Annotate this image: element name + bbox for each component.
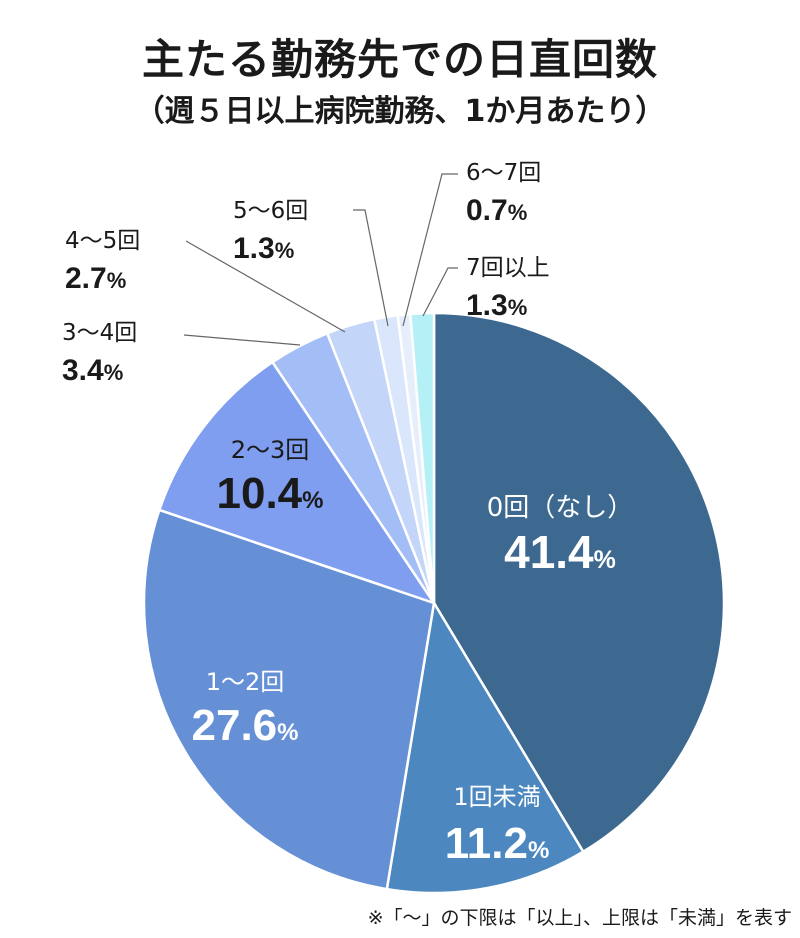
slice-label: 5〜6回 xyxy=(233,198,308,224)
slice-value-label: 10.4% xyxy=(217,469,324,518)
pie-slice xyxy=(432,311,726,854)
slice-value-label: 41.4% xyxy=(504,526,616,578)
leader-line xyxy=(402,173,458,327)
slice-value-label: 2.7% xyxy=(65,262,126,295)
leader-line xyxy=(422,267,458,317)
slice-label: 2〜3回 xyxy=(231,436,310,464)
slice-label: 0回（なし） xyxy=(487,493,634,523)
slice-label: 4〜5回 xyxy=(65,228,140,254)
slice-label: 6〜7回 xyxy=(466,160,541,186)
pie-slice xyxy=(142,508,436,891)
leader-line xyxy=(183,334,301,346)
slice-value-label: 27.6% xyxy=(192,701,299,750)
slice-value-label: 11.2% xyxy=(445,819,550,868)
pie-slice xyxy=(157,360,438,606)
pie-slice xyxy=(385,599,585,895)
slice-value-label: 3.4% xyxy=(62,354,123,387)
slice-label: 3〜4回 xyxy=(62,320,137,346)
slice-label: 1〜2回 xyxy=(206,668,285,696)
slice-value-label: 1.3% xyxy=(233,232,294,265)
slice-label: 1回未満 xyxy=(453,783,540,811)
slice-value-label: 0.7% xyxy=(466,194,527,227)
pie-slice xyxy=(408,311,436,604)
chart-subtitle: （週５日以上病院勤務、1か月あたり） xyxy=(134,94,666,129)
footnote: ※「〜」の下限は「以上」、上限は「未満」を表す xyxy=(367,907,792,929)
slice-value-label: 1.3% xyxy=(466,289,527,322)
leader-line xyxy=(353,209,389,327)
chart-title: 主たる勤務先での日直回数 xyxy=(141,35,658,84)
leader-line xyxy=(185,240,346,333)
slice-label: 7回以上 xyxy=(466,255,550,281)
